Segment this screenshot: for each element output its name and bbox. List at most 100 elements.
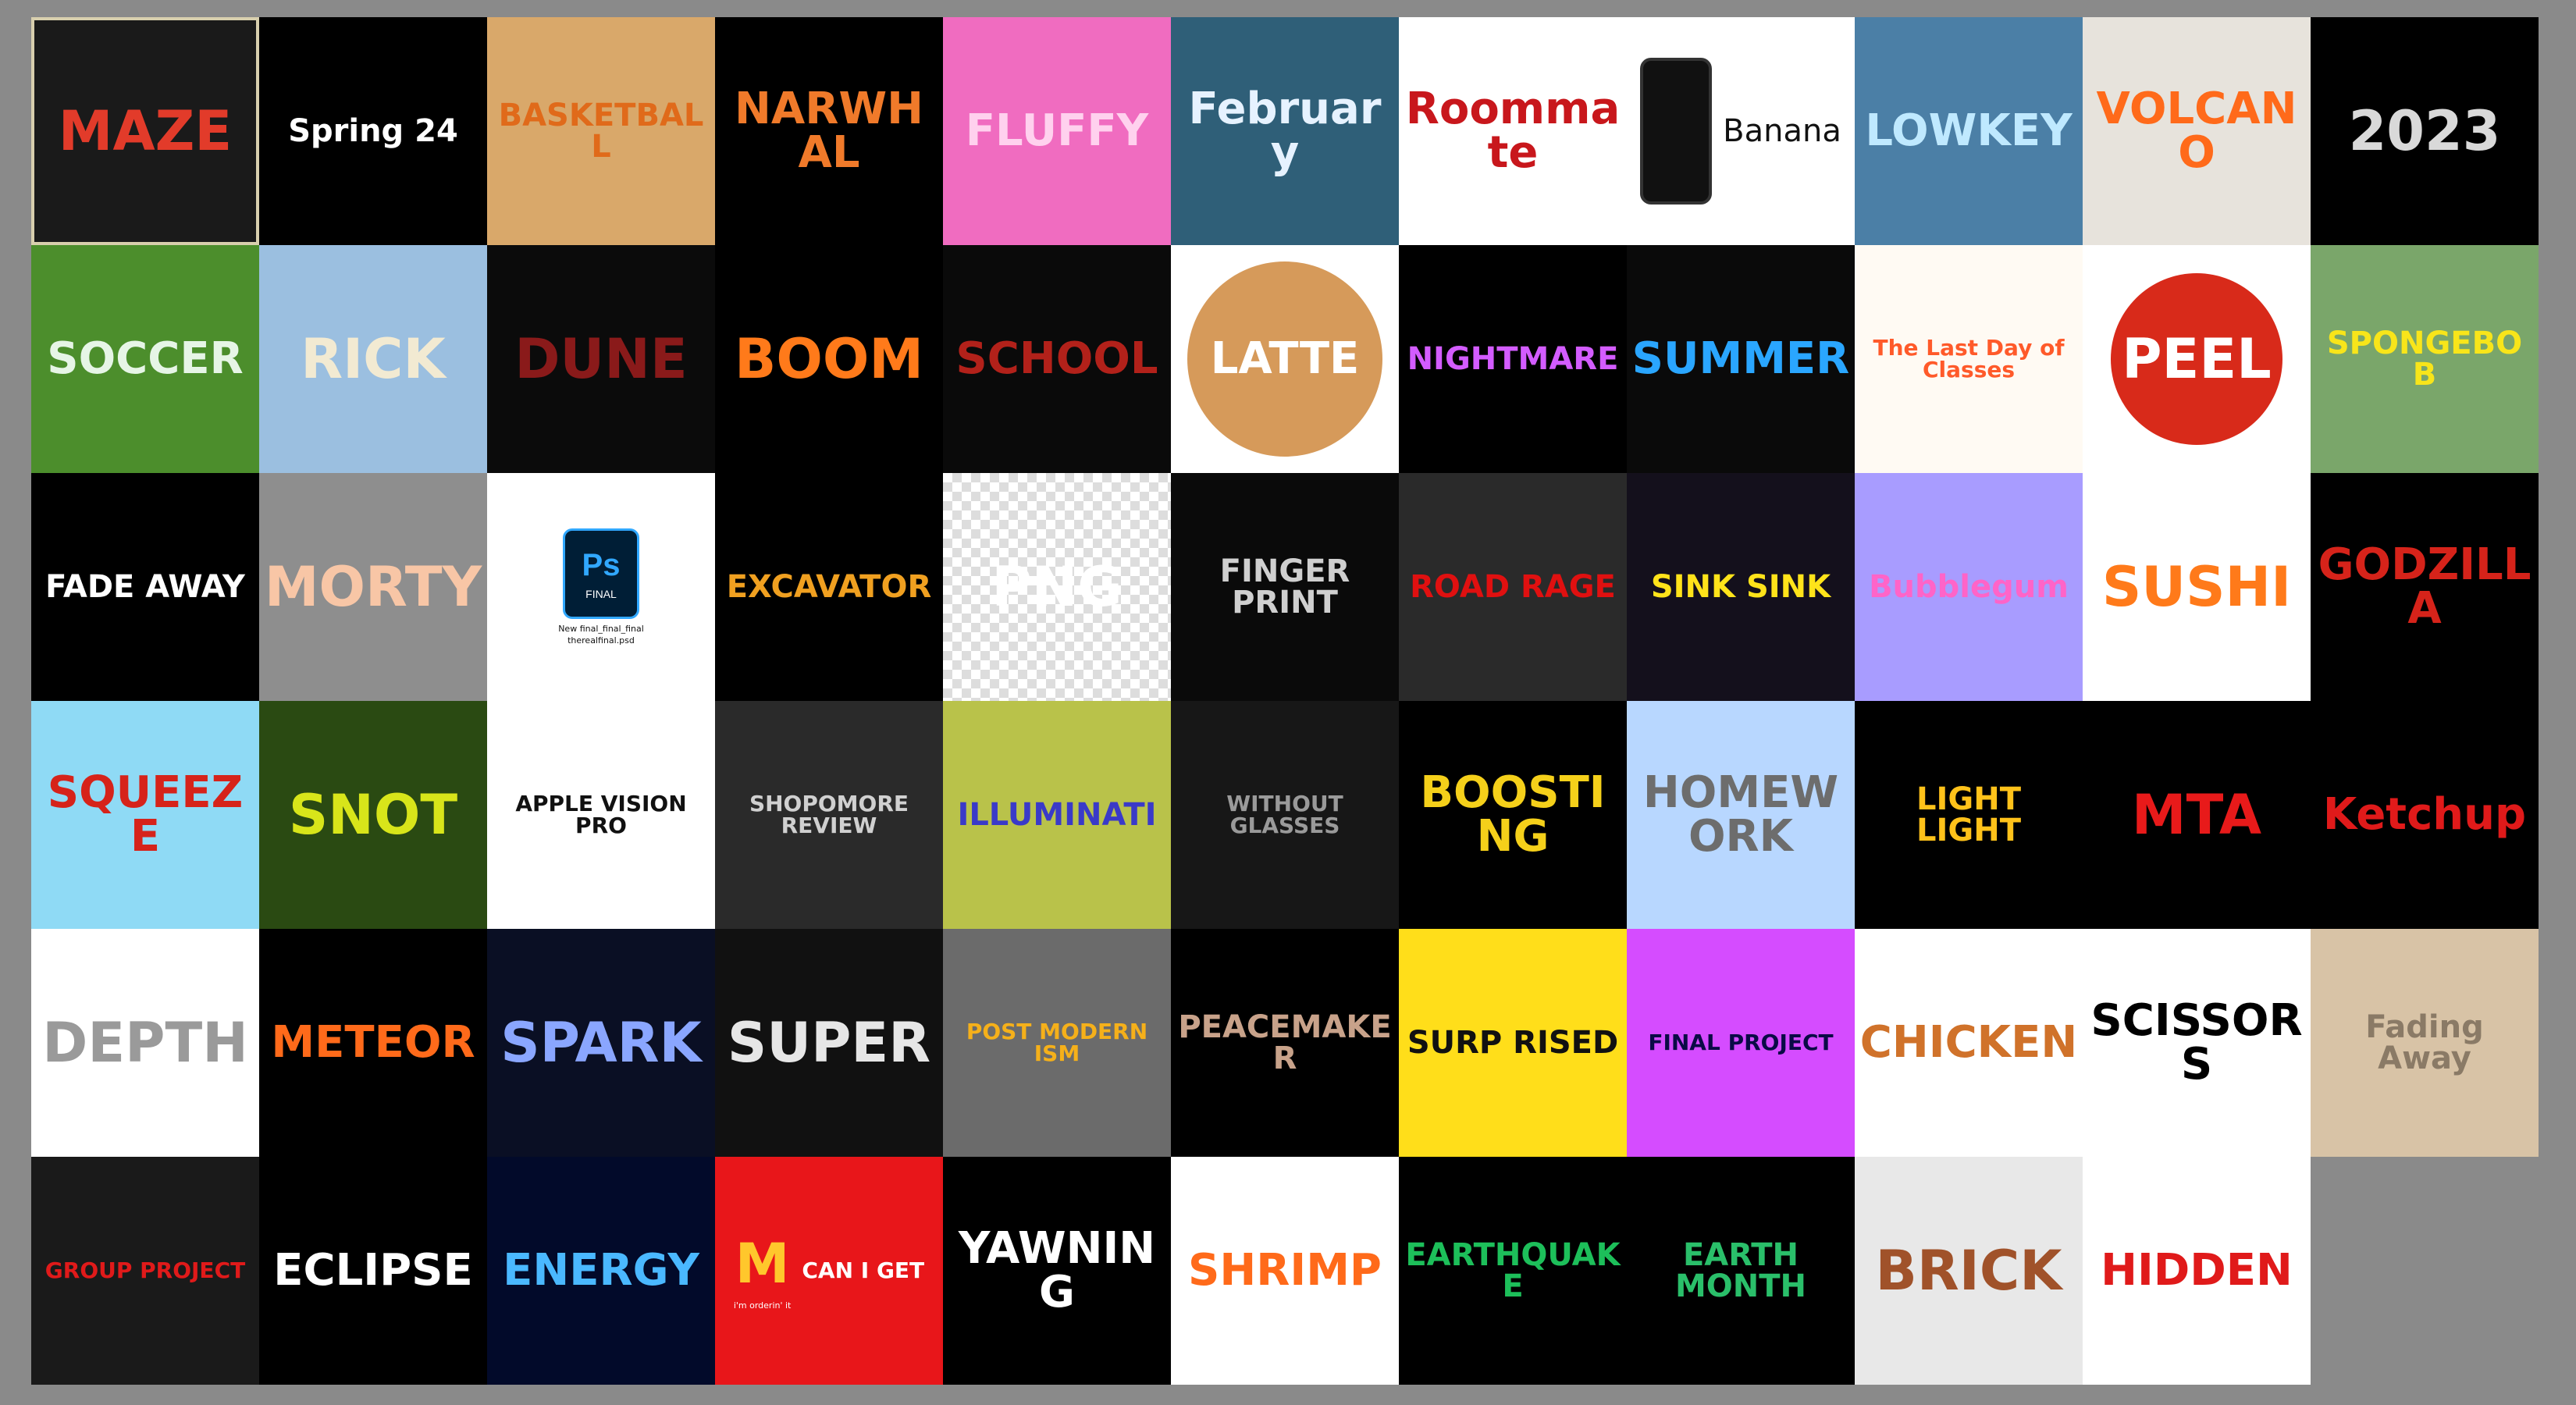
board-tile[interactable]: Fading Away bbox=[2311, 929, 2539, 1157]
board-tile[interactable]: ENERGY bbox=[487, 1157, 715, 1385]
board-tile[interactable]: NARWHAL bbox=[715, 17, 943, 245]
board-tile[interactable]: VOLCANO bbox=[2083, 17, 2311, 245]
tile-title: SCISSORS bbox=[2090, 995, 2303, 1090]
board-tile[interactable]: SPONGEBOB bbox=[2311, 245, 2539, 473]
board-tile[interactable]: FLUFFY bbox=[943, 17, 1171, 245]
board-tile[interactable]: FINAL PROJECT bbox=[1627, 929, 1855, 1157]
board-tile[interactable]: POST MODERN ISM bbox=[943, 929, 1171, 1157]
board-tile[interactable]: DUNE bbox=[487, 245, 715, 473]
board-tile[interactable]: SHRIMP bbox=[1171, 1157, 1399, 1385]
board-tile[interactable]: SUPER bbox=[715, 929, 943, 1157]
tile-title: NARWHAL bbox=[735, 84, 923, 178]
tile-title: APPLE VISION PRO bbox=[515, 791, 687, 838]
tile-title: Banana bbox=[1723, 113, 1841, 149]
board-tile[interactable]: SNOT bbox=[259, 701, 487, 929]
mcd-tagline: i'm orderin' it bbox=[733, 1300, 792, 1311]
board-tile[interactable]: SCHOOL bbox=[943, 245, 1171, 473]
board-tile[interactable]: YAWNING bbox=[943, 1157, 1171, 1385]
tile-title: SHRIMP bbox=[1188, 1245, 1382, 1296]
board-tile[interactable]: MORTY bbox=[259, 473, 487, 701]
board-tile[interactable]: PNG bbox=[943, 473, 1171, 701]
board-tile[interactable]: BOOM bbox=[715, 245, 943, 473]
tile-title: Ketchup bbox=[2322, 789, 2527, 840]
board-tile[interactable]: FADE AWAY bbox=[31, 473, 259, 701]
board-tile[interactable]: Ketchup bbox=[2311, 701, 2539, 929]
tile-title: FINAL PROJECT bbox=[1648, 1030, 1834, 1055]
tile-title: PEACEMAKER bbox=[1178, 1009, 1392, 1076]
board-tile[interactable]: Banana bbox=[1627, 17, 1855, 245]
tile-title: VOLCANO bbox=[2096, 84, 2297, 178]
board-tile[interactable]: PEACEMAKER bbox=[1171, 929, 1399, 1157]
photoshop-glyph: Ps bbox=[582, 547, 621, 582]
board-tile[interactable]: MAZE bbox=[31, 17, 259, 245]
board-tile[interactable]: BASKETBALL bbox=[487, 17, 715, 245]
tile-title: YAWNING bbox=[958, 1223, 1156, 1318]
board-tile[interactable]: EARTH MONTH bbox=[1627, 1157, 1855, 1385]
board-tile[interactable]: METEOR bbox=[259, 929, 487, 1157]
tile-title: ILLUMINATI bbox=[957, 797, 1157, 833]
board-tile[interactable]: Spring 24 bbox=[259, 17, 487, 245]
tile-title: Spring 24 bbox=[288, 113, 458, 149]
board-tile[interactable]: NIGHTMARE bbox=[1399, 245, 1627, 473]
board-tile[interactable]: GROUP PROJECT bbox=[31, 1157, 259, 1385]
tile-title: SOCCER bbox=[47, 333, 244, 384]
board-tile[interactable]: MTA bbox=[2083, 701, 2311, 929]
board-tile[interactable]: Ps FINAL New final_final_final therealfinal… bbox=[487, 473, 715, 701]
board-tile[interactable]: LOWKEY bbox=[1855, 17, 2083, 245]
board-tile[interactable]: SPARK bbox=[487, 929, 715, 1157]
photoshop-icon: Ps FINAL bbox=[563, 528, 639, 619]
board-tile[interactable]: The Last Day of Classes bbox=[1855, 245, 2083, 473]
tile-title: SHOPOMORE REVIEW bbox=[749, 791, 909, 838]
filename-line-1: New final_final_final bbox=[558, 624, 644, 634]
board-tile[interactable]: FINGER PRINT bbox=[1171, 473, 1399, 701]
tile-title: PEEL bbox=[2122, 327, 2272, 391]
board-tile[interactable]: LATTE bbox=[1171, 245, 1399, 473]
tile-title: Bubblegum bbox=[1869, 569, 2069, 605]
board-tile[interactable]: ECLIPSE bbox=[259, 1157, 487, 1385]
board-tile[interactable]: RICK bbox=[259, 245, 487, 473]
board-tile[interactable]: SCISSORS bbox=[2083, 929, 2311, 1157]
tile-title: EXCAVATOR bbox=[726, 569, 932, 605]
tile-title: MORTY bbox=[264, 555, 482, 619]
board-tile[interactable]: SURP RISED bbox=[1399, 929, 1627, 1157]
board-tile[interactable]: HOMEWORK bbox=[1627, 701, 1855, 929]
board-tile[interactable]: EARTHQUAKE bbox=[1399, 1157, 1627, 1385]
board-tile[interactable]: WITHOUT GLASSES bbox=[1171, 701, 1399, 929]
apple-shape: PEEL bbox=[2111, 273, 2282, 445]
board-tile[interactable]: SQUEEZE bbox=[31, 701, 259, 929]
board-tile[interactable]: CHICKEN bbox=[1855, 929, 2083, 1157]
board-tile[interactable]: Bubblegum bbox=[1855, 473, 2083, 701]
board-tile[interactable]: SINK SINK bbox=[1627, 473, 1855, 701]
tile-title: EARTH MONTH bbox=[1674, 1237, 1807, 1304]
board-tile[interactable]: SOCCER bbox=[31, 245, 259, 473]
tile-title: GROUP PROJECT bbox=[44, 1257, 246, 1283]
board-tile[interactable]: HIDDEN bbox=[2083, 1157, 2311, 1385]
board-tile[interactable]: 2023 bbox=[2311, 17, 2539, 245]
tile-title: FLUFFY bbox=[965, 105, 1149, 156]
tile-title: CHICKEN bbox=[1859, 1017, 2078, 1068]
tile-title: DEPTH bbox=[42, 1011, 248, 1075]
board-tile[interactable]: SUSHI bbox=[2083, 473, 2311, 701]
board-tile[interactable]: PEEL bbox=[2083, 245, 2311, 473]
board-tile[interactable]: LIGHT LIGHT bbox=[1855, 701, 2083, 929]
board-tile[interactable]: ILLUMINATI bbox=[943, 701, 1171, 929]
board-tile[interactable]: SUMMER bbox=[1627, 245, 1855, 473]
board-tile[interactable]: February bbox=[1171, 17, 1399, 245]
board-tile[interactable]: APPLE VISION PRO bbox=[487, 701, 715, 929]
board-tile[interactable]: DEPTH bbox=[31, 929, 259, 1157]
tile-title: ROAD RAGE bbox=[1410, 569, 1616, 605]
tile-title: SINK SINK bbox=[1650, 569, 1831, 605]
board-tile[interactable]: SHOPOMORE REVIEW bbox=[715, 701, 943, 929]
tile-title: The Last Day of Classes bbox=[1873, 335, 2065, 382]
board-tile[interactable]: ROAD RAGE bbox=[1399, 473, 1627, 701]
board-tile[interactable]: Roommate bbox=[1399, 17, 1627, 245]
tile-title: Fading Away bbox=[2365, 1009, 2484, 1076]
board-tile[interactable]: EXCAVATOR bbox=[715, 473, 943, 701]
board-tile[interactable]: GODZILLA bbox=[2311, 473, 2539, 701]
tile-title: PNG bbox=[991, 555, 1123, 619]
board-tile[interactable]: BOOSTING bbox=[1399, 701, 1627, 929]
board-tile[interactable]: BRICK bbox=[1855, 1157, 2083, 1385]
